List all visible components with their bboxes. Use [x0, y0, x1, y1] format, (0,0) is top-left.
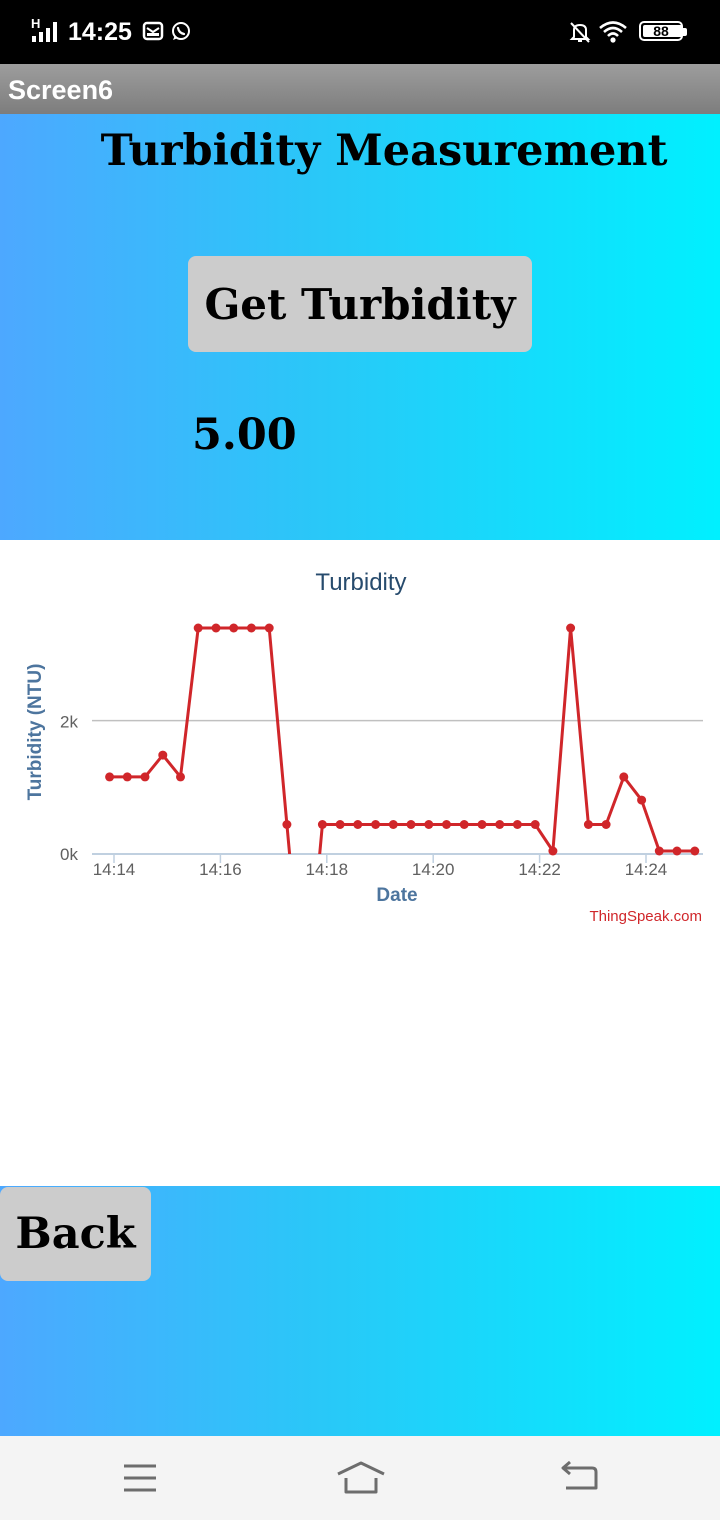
- chart-x-tick-label: 14:14: [93, 860, 136, 879]
- back-button[interactable]: Back: [0, 1187, 151, 1281]
- chart-data-point: [193, 623, 203, 633]
- chart-data-point: [424, 820, 434, 829]
- chart-data-point: [335, 820, 345, 829]
- chart-data-point: [583, 820, 593, 829]
- chart-data-point: [690, 846, 700, 856]
- chart-data-point: [317, 820, 327, 829]
- chart-data-point: [637, 795, 647, 805]
- turbidity-value: 5.00: [192, 410, 297, 460]
- chart-data-point: [176, 772, 185, 782]
- turbidity-chart: Turbidity Turbidity (NTU) Date ThingSpea…: [0, 540, 720, 1186]
- chart-x-tick-label: 14:16: [199, 860, 242, 879]
- chart-y-tick-label: 2k: [60, 713, 78, 732]
- chart-data-point: [672, 846, 682, 856]
- chart-data-point: [229, 623, 239, 633]
- chart-data-point: [140, 772, 150, 782]
- svg-text:H: H: [31, 16, 40, 31]
- status-time: 14:25: [68, 18, 132, 46]
- chart-x-tick-label: 14:18: [306, 860, 349, 879]
- chart-data-point: [619, 772, 629, 782]
- signal-icon: H: [31, 16, 57, 42]
- chart-data-point: [512, 820, 522, 829]
- chart-data-point: [264, 623, 274, 633]
- chart-data-point: [211, 623, 221, 633]
- chart-data-point: [495, 820, 505, 829]
- chart-data-point: [371, 820, 381, 829]
- chart-data-point: [406, 820, 416, 829]
- home-icon[interactable]: [336, 1460, 386, 1496]
- chart-data-point: [246, 623, 256, 633]
- chart-data-point: [353, 820, 363, 829]
- chart-data-point: [654, 846, 664, 856]
- chart-y-tick-label: 0k: [60, 845, 78, 864]
- chart-title: Turbidity: [315, 569, 406, 596]
- battery-icon: 88: [639, 21, 687, 41]
- chart-data-point: [459, 820, 469, 829]
- chart-y-axis-label: Turbidity (NTU): [25, 664, 46, 801]
- whatsapp-icon: [172, 22, 190, 40]
- chart-data-point: [388, 820, 398, 829]
- chart-x-tick-label: 14:24: [625, 860, 668, 879]
- chart-data-point: [158, 750, 168, 760]
- chart-data-point: [601, 820, 611, 829]
- back-arrow-icon[interactable]: [560, 1460, 600, 1496]
- get-turbidity-button[interactable]: Get Turbidity: [188, 256, 532, 352]
- page-title: Turbidity Measurement: [100, 126, 668, 176]
- status-bar: H 14:25 88: [0, 0, 720, 64]
- chart-x-axis-label: Date: [376, 885, 417, 906]
- wifi-icon: [599, 21, 627, 43]
- mute-bell-icon: [569, 22, 591, 43]
- chart-data-point: [477, 820, 487, 829]
- chart-data-point: [282, 820, 292, 829]
- chart-data-point: [530, 820, 540, 829]
- screen-title: Screen6: [8, 75, 114, 105]
- chart-x-tick-label: 14:20: [412, 860, 455, 879]
- battery-level: 88: [653, 23, 669, 39]
- message-icon: [142, 21, 164, 41]
- menu-icon[interactable]: [122, 1460, 158, 1496]
- chart-data-point: [548, 846, 558, 856]
- app-title-bar: Screen6: [0, 64, 720, 114]
- chart-series-line: [109, 626, 695, 854]
- system-nav-bar: [0, 1436, 720, 1520]
- chart-attribution-link[interactable]: ThingSpeak.com: [589, 908, 702, 925]
- chart-data-point: [442, 820, 451, 829]
- chart-data-point: [122, 772, 132, 782]
- chart-svg: Turbidity Turbidity (NTU) Date ThingSpea…: [25, 569, 703, 925]
- chart-data-point: [566, 623, 576, 633]
- chart-x-tick-label: 14:22: [518, 860, 561, 879]
- chart-data-point: [105, 772, 115, 782]
